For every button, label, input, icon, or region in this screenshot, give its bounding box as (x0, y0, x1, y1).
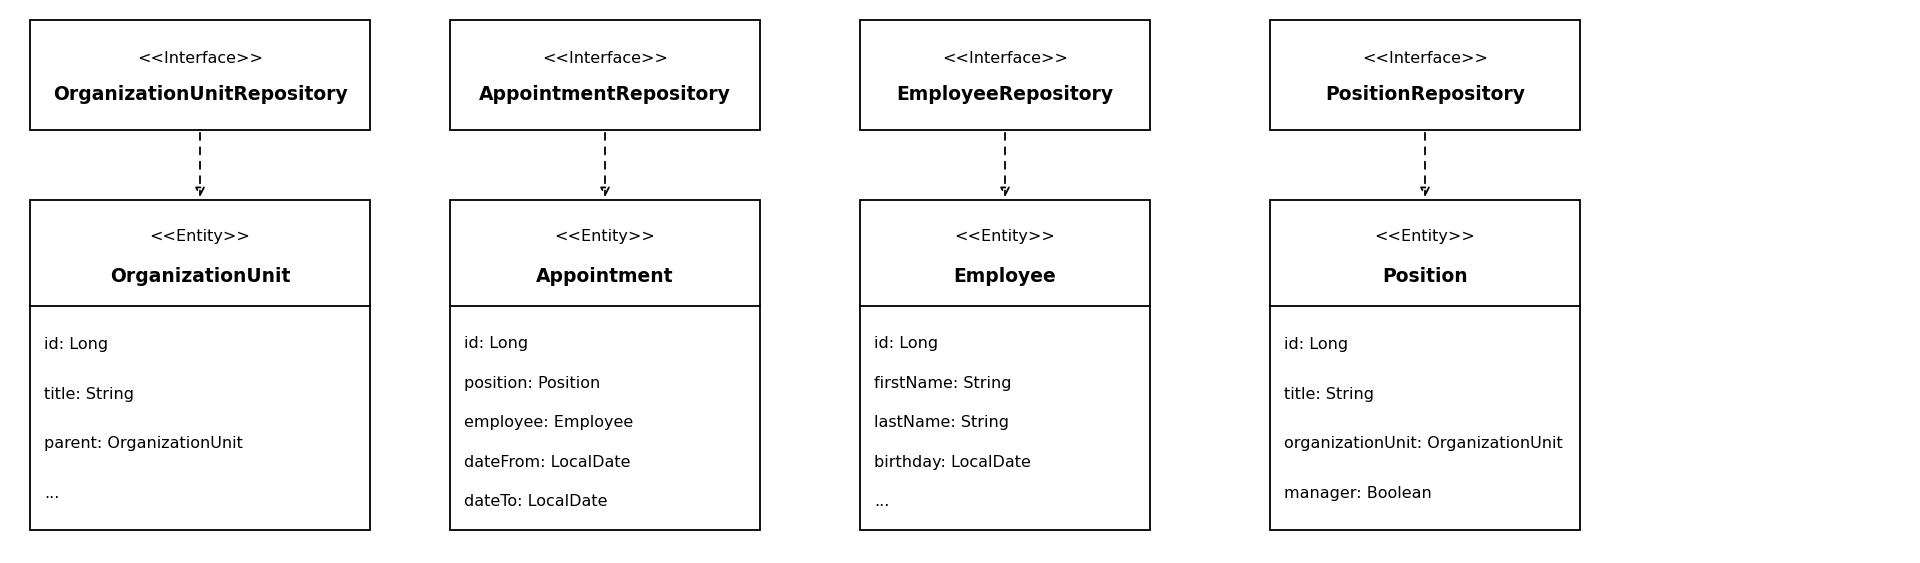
Bar (860, 20, 1150, 130)
Text: title: String: title: String (1284, 387, 1375, 402)
Text: <<Entity>>: <<Entity>> (555, 230, 655, 244)
Text: employee: Employee: employee: Employee (465, 415, 634, 431)
Text: Employee: Employee (954, 266, 1056, 285)
Text: Position: Position (1382, 266, 1467, 285)
Text: position: Position: position: Position (465, 376, 601, 391)
Text: <<Interface>>: <<Interface>> (943, 51, 1068, 66)
Bar (449, 200, 760, 530)
Text: <<Entity>>: <<Entity>> (1375, 230, 1475, 244)
Text: lastName: String: lastName: String (874, 415, 1010, 431)
Text: dateTo: LocalDate: dateTo: LocalDate (465, 494, 607, 510)
Text: id: Long: id: Long (44, 337, 108, 352)
Text: <<Entity>>: <<Entity>> (150, 230, 250, 244)
Text: ...: ... (874, 494, 889, 510)
Text: OrganizationUnit: OrganizationUnit (109, 266, 290, 285)
Text: <<Interface>>: <<Interface>> (541, 51, 668, 66)
Bar (1269, 200, 1580, 530)
Bar (31, 200, 371, 530)
Bar (449, 20, 760, 130)
Text: manager: Boolean: manager: Boolean (1284, 485, 1432, 501)
Text: id: Long: id: Long (465, 337, 528, 351)
Bar (31, 20, 371, 130)
Text: AppointmentRepository: AppointmentRepository (480, 86, 732, 104)
Text: dateFrom: LocalDate: dateFrom: LocalDate (465, 455, 630, 470)
Text: parent: OrganizationUnit: parent: OrganizationUnit (44, 436, 242, 451)
Text: firstName: String: firstName: String (874, 376, 1012, 391)
Text: OrganizationUnitRepository: OrganizationUnitRepository (52, 86, 348, 104)
Text: birthday: LocalDate: birthday: LocalDate (874, 455, 1031, 470)
Text: id: Long: id: Long (1284, 337, 1348, 352)
Bar (860, 200, 1150, 530)
Text: ...: ... (44, 485, 60, 501)
Text: organizationUnit: OrganizationUnit: organizationUnit: OrganizationUnit (1284, 436, 1563, 451)
Text: PositionRepository: PositionRepository (1325, 86, 1524, 104)
Text: <<Interface>>: <<Interface>> (1361, 51, 1488, 66)
Text: id: Long: id: Long (874, 337, 939, 351)
Bar (1269, 20, 1580, 130)
Text: EmployeeRepository: EmployeeRepository (897, 86, 1114, 104)
Text: Appointment: Appointment (536, 266, 674, 285)
Text: <<Interface>>: <<Interface>> (136, 51, 263, 66)
Text: title: String: title: String (44, 387, 134, 402)
Text: <<Entity>>: <<Entity>> (954, 230, 1056, 244)
